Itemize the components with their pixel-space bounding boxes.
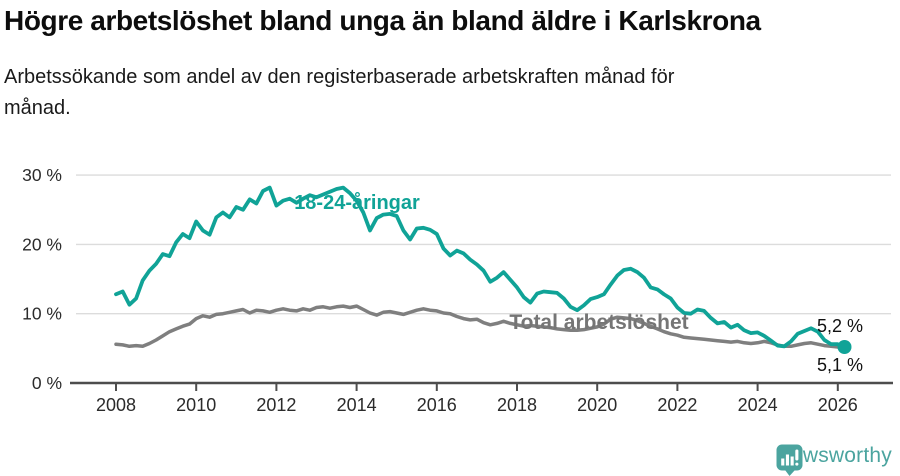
x-axis-tick-label: 2026 (818, 395, 858, 415)
y-axis-tick-label: 0 % (32, 373, 62, 393)
y-axis-tick-label: 30 % (22, 165, 62, 185)
series-label-young: 18-24-åringar (294, 191, 420, 214)
page-title: Högre arbetslöshet bland unga än bland ä… (4, 5, 761, 36)
x-axis-tick-label: 2008 (96, 395, 136, 415)
newsworthy-brand-link[interactable]: Newsworthy (775, 444, 892, 476)
y-axis-tick-label: 20 % (22, 234, 62, 254)
y-axis-tick-labels: 0 % 10 % 20 % 30 % (22, 165, 62, 393)
x-axis-ticks (115, 383, 839, 391)
end-value-label-total: 5,1 % (817, 355, 863, 375)
x-axis-tick-label: 2020 (577, 395, 617, 415)
x-axis-tick-label: 2024 (738, 395, 778, 415)
series-lines (114, 185, 852, 354)
x-axis-tick-label: 2012 (256, 395, 296, 415)
gridlines (76, 174, 891, 315)
series-end-dot (837, 340, 852, 354)
series-line-total (114, 304, 847, 350)
page-subtitle: Arbetssökande som andel av den registerb… (4, 66, 675, 119)
series-line-young (114, 185, 847, 349)
x-axis-tick-label: 2022 (657, 395, 697, 415)
x-axis-tick-labels: 2008 2010 2012 2014 2016 2018 2020 2022 2024 2026 (96, 395, 858, 415)
series-label-total: Total arbetslöshet (509, 311, 688, 334)
newsworthy-logo-icon (776, 444, 803, 476)
x-axis-tick-label: 2016 (417, 395, 457, 415)
x-axis-tick-label: 2014 (337, 395, 377, 415)
x-axis-tick-label: 2010 (176, 395, 216, 415)
x-axis-tick-label: 2018 (497, 395, 537, 415)
end-value-label-young: 5,2 % (817, 316, 863, 336)
y-axis-tick-label: 10 % (22, 304, 62, 324)
newsworthy-brand-name: Newsworthy (775, 444, 892, 467)
